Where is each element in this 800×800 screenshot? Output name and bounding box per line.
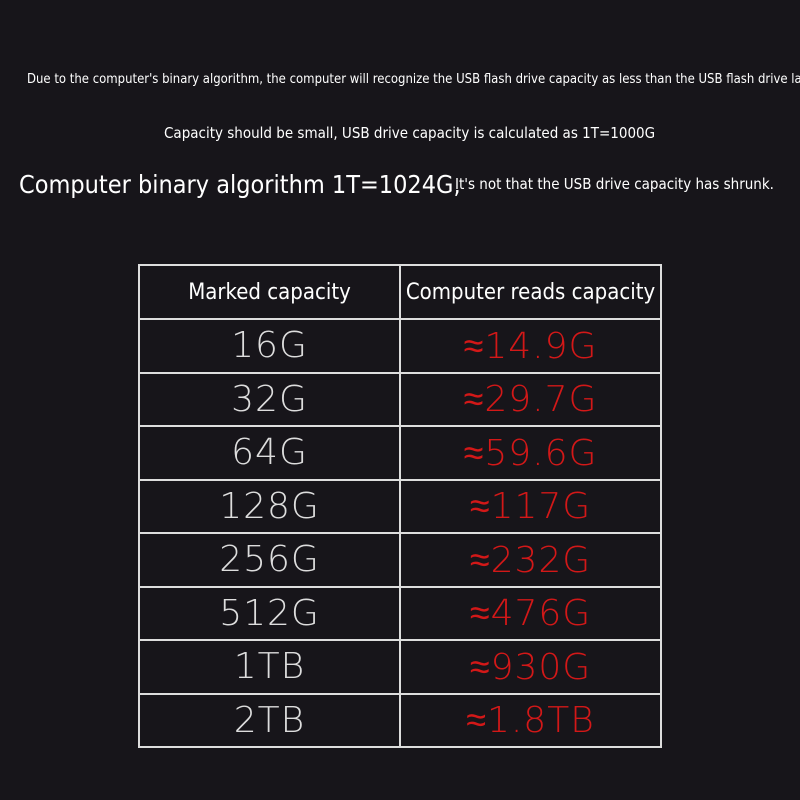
cell: 16G <box>138 318 401 374</box>
row: 128G ≈117G <box>138 478 662 534</box>
subline: It's not that the USB drive capacity has… <box>455 175 774 193</box>
row: 32G ≈29.7G <box>138 371 662 427</box>
intro-line: Due to the computer's binary algorithm, … <box>27 72 800 87</box>
cell: 512G <box>138 585 401 641</box>
cell: ≈59.6G <box>399 425 662 481</box>
row: 64G ≈59.6G <box>138 425 662 481</box>
header-cell: Marked capacity <box>138 264 401 320</box>
cell: ≈232G <box>399 532 662 588</box>
cell: ≈29.7G <box>399 371 662 427</box>
cell: 128G <box>138 478 401 534</box>
cell: 64G <box>138 425 401 481</box>
cell: ≈930G <box>399 639 662 695</box>
cell: 2TB <box>138 692 401 748</box>
cell: 256G <box>138 532 401 588</box>
headline: Computer binary algorithm 1T=1024G, <box>19 170 461 199</box>
cell: ≈117G <box>399 478 662 534</box>
header-cell: Computer reads capacity <box>399 264 662 320</box>
cell: 1TB <box>138 639 401 695</box>
row: 256G ≈232G <box>138 532 662 588</box>
row: 512G ≈476G <box>138 585 662 641</box>
cell: ≈1.8TB <box>399 692 662 748</box>
row: 2TB ≈1.8TB <box>138 692 662 748</box>
cell: ≈476G <box>399 585 662 641</box>
row: 16G ≈14.9G <box>138 318 662 374</box>
capacity-table: Marked capacity Computer reads capacity 1… <box>138 264 662 748</box>
cell: ≈14.9G <box>399 318 662 374</box>
row: 1TB ≈930G <box>138 639 662 695</box>
cell: 32G <box>138 371 401 427</box>
intro-line: Capacity should be small, USB drive capa… <box>164 124 656 142</box>
